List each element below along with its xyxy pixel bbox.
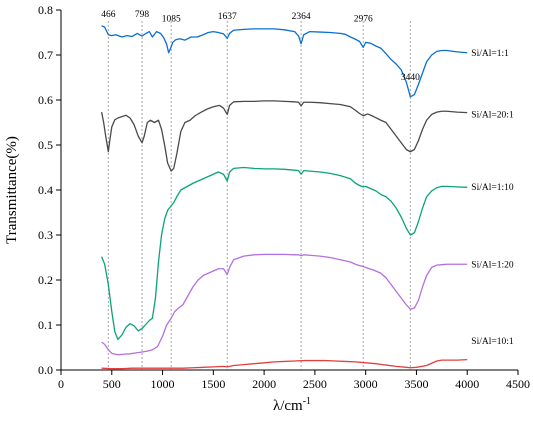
y-tick-label: 0.8: [38, 3, 53, 17]
peak-labels: 466 798 1085 1637 2364 2976 3440: [101, 10, 420, 83]
x-tick-label: 4500: [506, 377, 530, 391]
x-tick-label: 2000: [252, 377, 276, 391]
peak-label: 3440: [401, 73, 420, 83]
y-tick-label: 0.3: [38, 228, 53, 242]
series-line: [101, 359, 468, 370]
x-axis-title: λ/cm-1: [273, 396, 311, 414]
y-axis-title: Transmittance(%): [4, 136, 20, 244]
series-label: Si/Al=1:20: [471, 260, 514, 270]
series-label: Si/Al=10:1: [471, 337, 514, 347]
peak-label: 1085: [162, 14, 181, 24]
series-line: [100, 100, 468, 172]
series-line: [101, 166, 468, 341]
series-label: Si/Al=1:10: [471, 183, 514, 193]
y-tick-label: 0.4: [38, 183, 53, 197]
x-tick-label: 2500: [303, 377, 327, 391]
x-tick-label: 3000: [354, 377, 378, 391]
series-labels: Si/Al=1:1 Si/Al=20:1 Si/Al=1:10 Si/Al=1:20 S…: [471, 49, 514, 347]
peak-label: 466: [101, 10, 116, 20]
x-tick-label: 0: [58, 377, 64, 391]
series-label: Si/Al=1:1: [471, 49, 509, 59]
x-tick-label: 1000: [151, 377, 175, 391]
y-tick-label: 0.5: [38, 138, 53, 152]
x-ticks: 0 500 1000 1500 2000 2500 3000 3500 4000 4500: [58, 370, 530, 391]
x-tick-label: 500: [103, 377, 121, 391]
series-lines: [100, 25, 468, 370]
series-line: [101, 253, 468, 356]
series-label: Si/Al=20:1: [471, 110, 514, 120]
peak-label: 2364: [292, 12, 311, 22]
y-ticks: 0.0 0.1 0.2 0.3 0.4 0.5 0.6 0.7 0.8: [38, 3, 61, 377]
y-tick-label: 0.6: [38, 93, 53, 107]
y-tick-label: 0.2: [38, 273, 53, 287]
axes: [60, 10, 518, 371]
reference-lines: [107, 21, 411, 370]
x-tick-label: 4000: [455, 377, 479, 391]
series-line: [101, 25, 468, 98]
x-tick-label: 3500: [404, 377, 428, 391]
peak-label: 798: [135, 10, 150, 20]
peak-label: 2976: [354, 14, 373, 24]
y-tick-label: 0.0: [38, 363, 53, 377]
x-tick-label: 1500: [201, 377, 225, 391]
peak-label: 1637: [218, 12, 237, 22]
y-tick-label: 0.7: [38, 48, 53, 62]
y-tick-label: 0.1: [38, 318, 53, 332]
